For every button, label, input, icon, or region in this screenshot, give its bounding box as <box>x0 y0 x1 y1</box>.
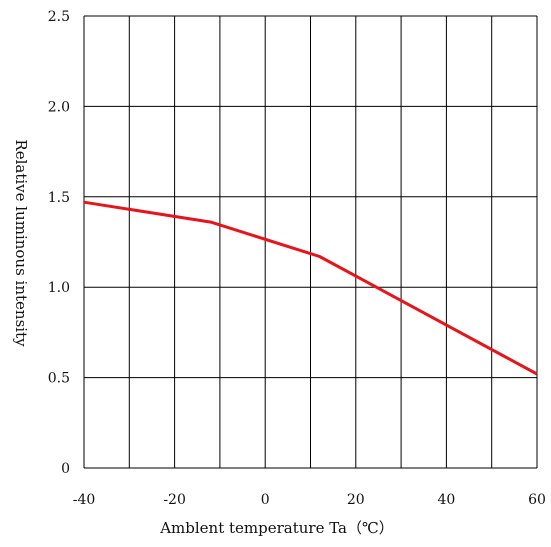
x-axis-ticks: -40 -20 0 20 40 60 <box>73 492 546 508</box>
x-tick-label: 0 <box>261 492 270 508</box>
x-tick-label: 40 <box>437 492 455 508</box>
y-tick-label: 2.0 <box>48 99 70 115</box>
y-axis-label: Relative luminous intensity <box>12 139 30 347</box>
x-tick-label: 60 <box>528 492 546 508</box>
x-tick-label: -40 <box>73 492 96 508</box>
y-axis-ticks: 0 0.5 1.0 1.5 2.0 2.5 <box>48 9 70 477</box>
chart-grid <box>84 16 537 468</box>
y-tick-label: 0 <box>61 461 70 477</box>
x-axis-label: Amblent temperature Ta（℃） <box>159 519 394 537</box>
y-tick-label: 2.5 <box>48 9 70 25</box>
y-tick-label: 0.5 <box>48 371 70 387</box>
y-tick-label: 1.5 <box>48 190 70 206</box>
y-tick-label: 1.0 <box>48 280 70 296</box>
x-tick-label: 20 <box>347 492 365 508</box>
x-tick-label: -20 <box>163 492 186 508</box>
